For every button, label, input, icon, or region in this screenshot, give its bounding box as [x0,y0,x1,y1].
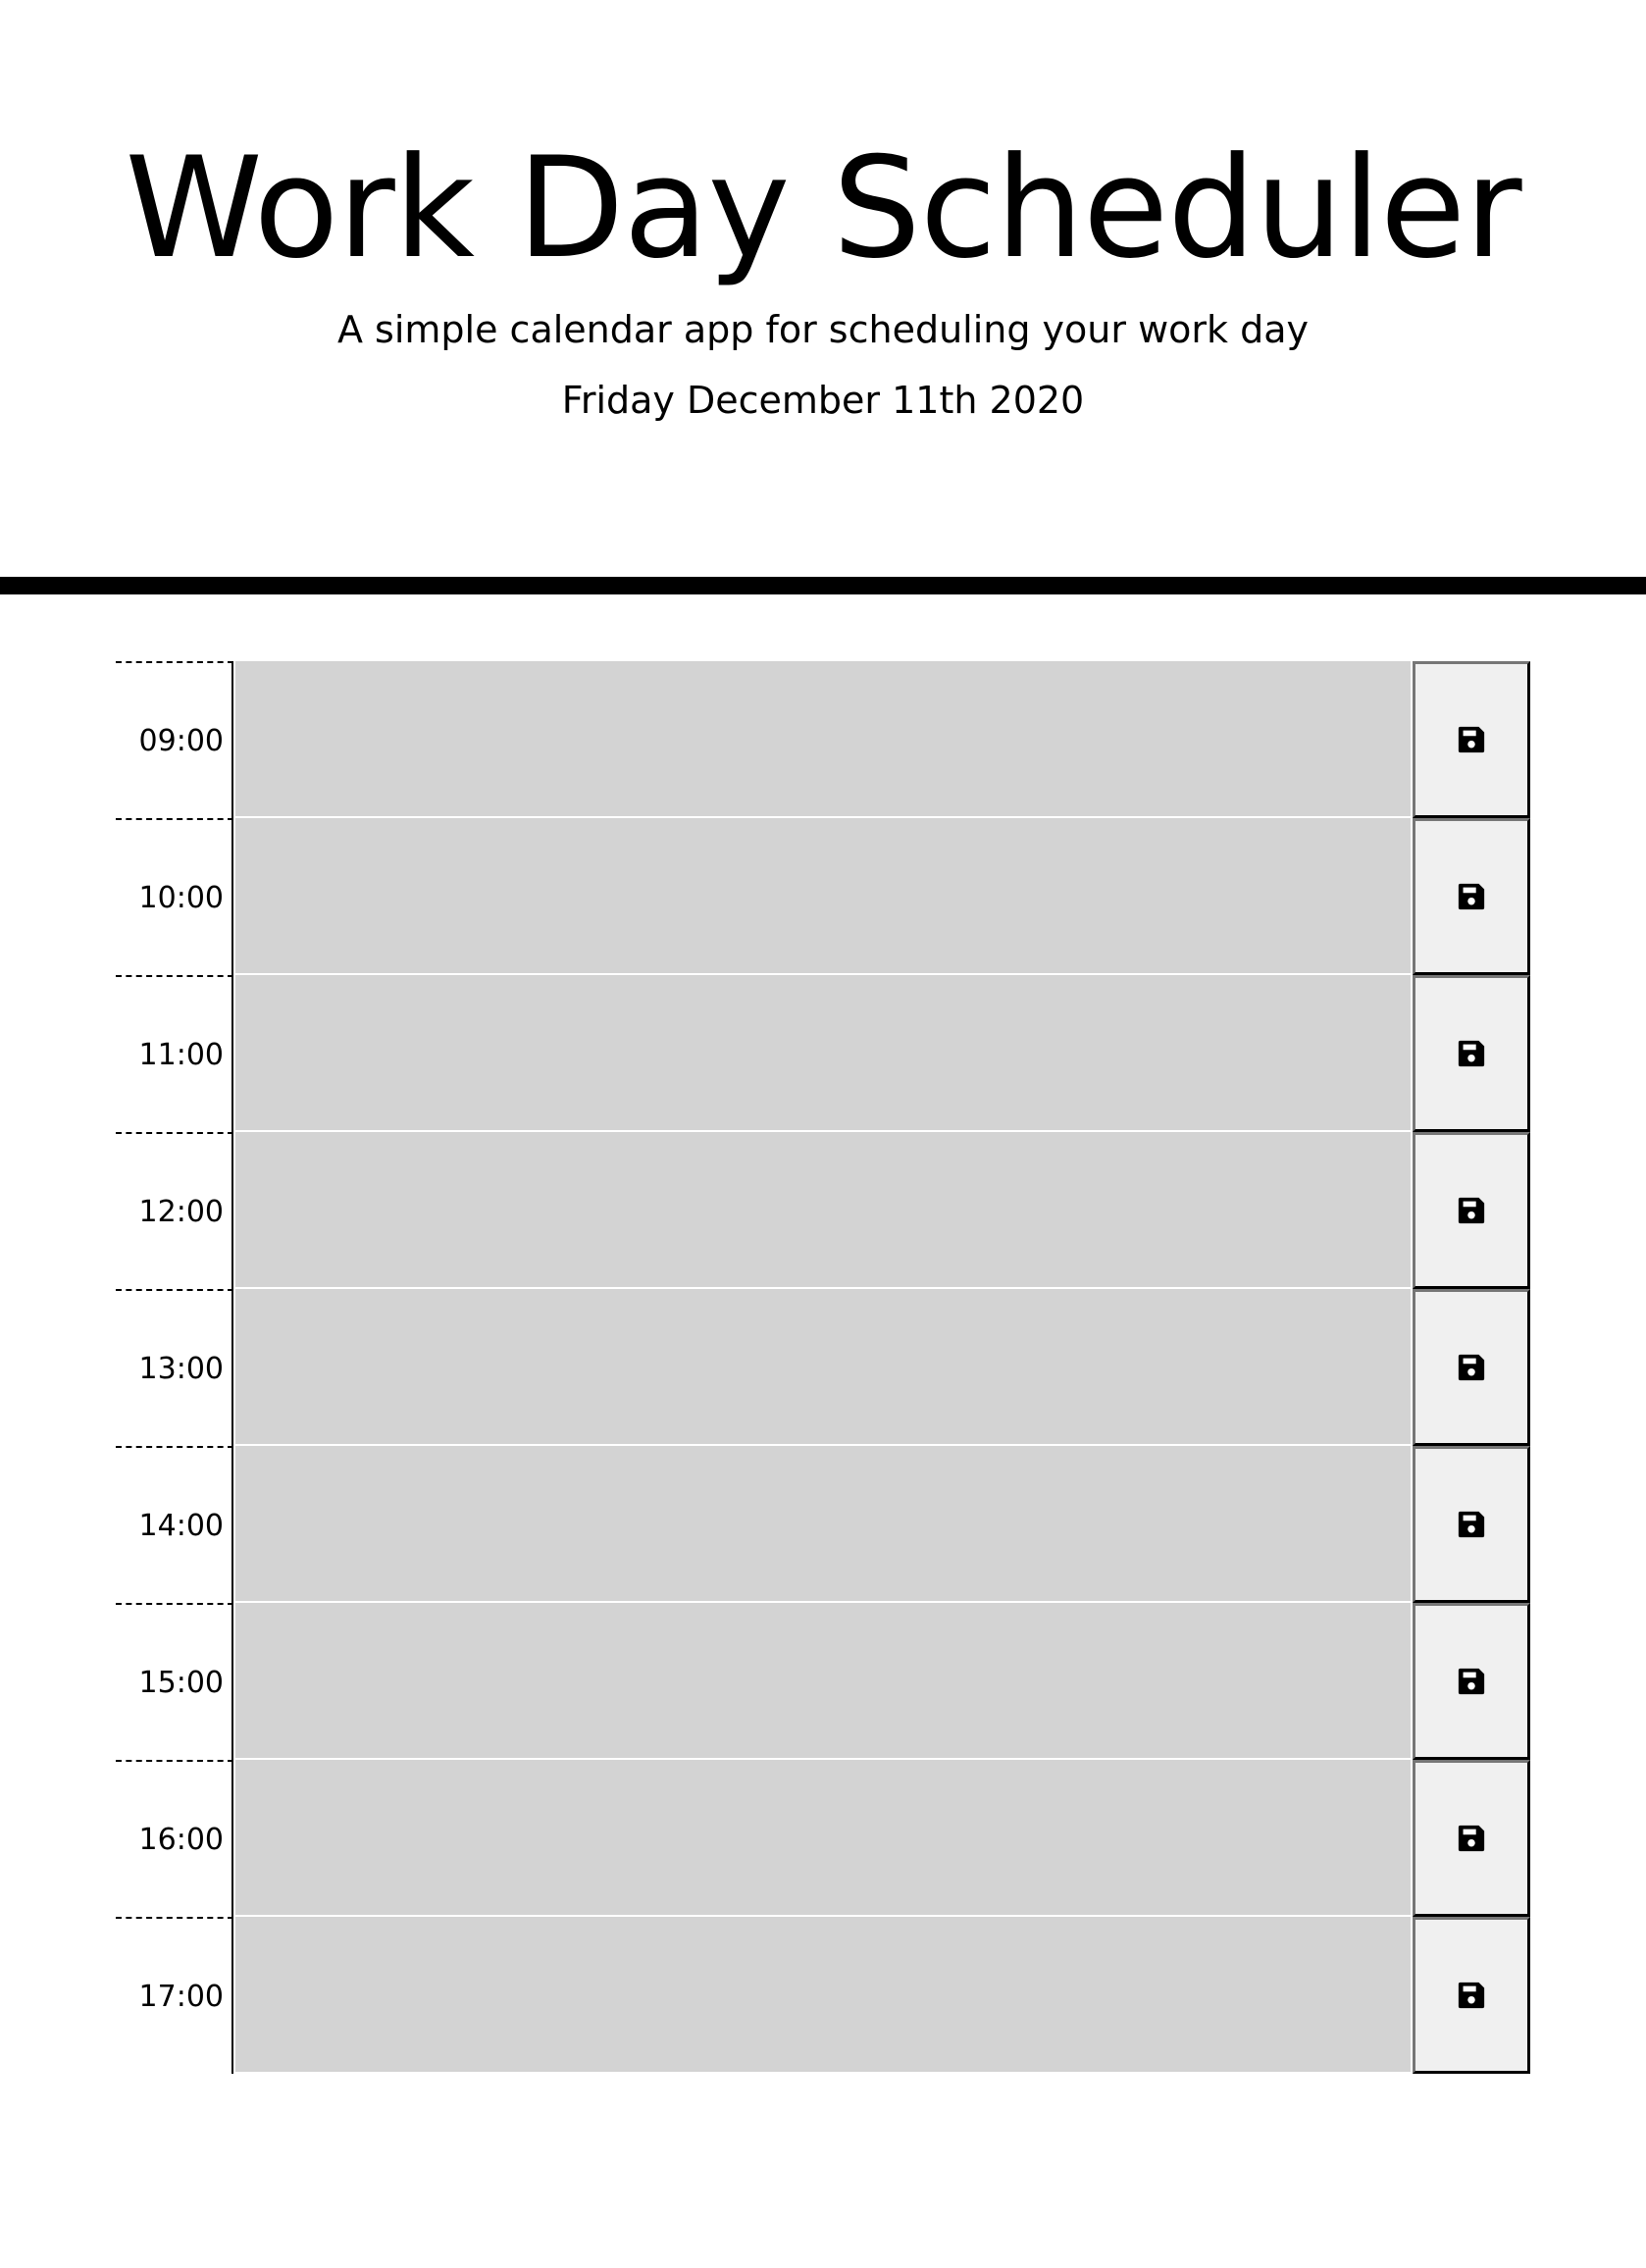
event-description-input[interactable] [235,1132,1411,1289]
current-date: Friday December 11th 2020 [561,379,1085,422]
event-description-input[interactable] [235,1603,1411,1760]
event-description-input[interactable] [235,661,1411,818]
time-block-row: 15:00 [116,1603,1530,1760]
time-block-row: 13:00 [116,1289,1530,1446]
floppy-disk-icon [1458,1197,1485,1224]
event-description-input[interactable] [235,1289,1411,1446]
hour-label: 14:00 [116,1446,233,1603]
save-button[interactable] [1413,1603,1530,1760]
save-button[interactable] [1413,661,1530,818]
hour-label: 13:00 [116,1289,233,1446]
floppy-disk-icon [1458,1354,1485,1381]
header: Work Day Scheduler A simple calendar app… [0,0,1646,594]
floppy-disk-icon [1458,1511,1485,1538]
hour-label: 09:00 [116,661,233,818]
floppy-disk-icon [1458,726,1485,753]
hour-label: 12:00 [116,1132,233,1289]
save-button[interactable] [1413,1917,1530,2074]
floppy-disk-icon [1458,1825,1485,1852]
time-block-row: 11:00 [116,975,1530,1132]
time-block-row: 12:00 [116,1132,1530,1289]
floppy-disk-icon [1458,1982,1485,2009]
time-block-row: 09:00 [116,661,1530,818]
time-block-row: 10:00 [116,818,1530,975]
save-button[interactable] [1413,1289,1530,1446]
page-title: Work Day Scheduler [125,128,1521,289]
floppy-disk-icon [1458,883,1485,910]
floppy-disk-icon [1458,1040,1485,1067]
save-button[interactable] [1413,975,1530,1132]
hour-label: 17:00 [116,1917,233,2074]
hour-label: 10:00 [116,818,233,975]
save-button[interactable] [1413,818,1530,975]
save-button[interactable] [1413,1760,1530,1917]
save-button[interactable] [1413,1132,1530,1289]
hour-label: 15:00 [116,1603,233,1760]
event-description-input[interactable] [235,1760,1411,1917]
save-button[interactable] [1413,1446,1530,1603]
floppy-disk-icon [1458,1668,1485,1695]
time-block-list: 09:00 10:00 11:00 [116,661,1530,2074]
page-subtitle: A simple calendar app for scheduling you… [336,308,1310,351]
event-description-input[interactable] [235,1917,1411,2074]
hour-label: 16:00 [116,1760,233,1917]
time-block-row: 16:00 [116,1760,1530,1917]
time-block-row: 17:00 [116,1917,1530,2074]
event-description-input[interactable] [235,1446,1411,1603]
event-description-input[interactable] [235,818,1411,975]
time-block-row: 14:00 [116,1446,1530,1603]
event-description-input[interactable] [235,975,1411,1132]
hour-label: 11:00 [116,975,233,1132]
